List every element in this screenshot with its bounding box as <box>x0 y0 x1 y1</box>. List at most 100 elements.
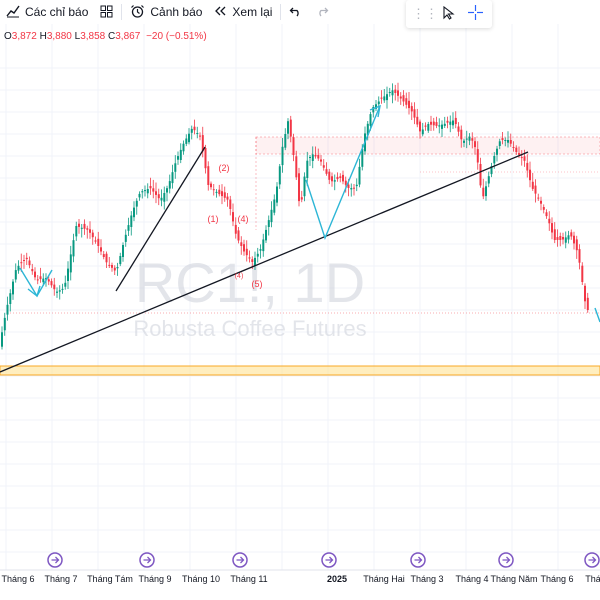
candle-body <box>149 186 152 189</box>
short-trendline[interactable] <box>115 146 206 292</box>
event-marker-icon[interactable] <box>321 552 337 568</box>
candle-body <box>287 121 289 134</box>
drag-handle-icon[interactable]: ⋮⋮ <box>412 6 438 21</box>
candle-body <box>311 154 314 161</box>
candle-body <box>413 109 416 118</box>
event-marker-icon[interactable] <box>47 552 63 568</box>
alarm-clock-icon <box>130 4 145 21</box>
event-marker-icon[interactable] <box>584 552 600 568</box>
event-marker-icon[interactable] <box>410 552 426 568</box>
candle-body <box>243 244 245 252</box>
wave-label-2: (2) <box>219 163 230 173</box>
wave-drawing[interactable] <box>19 104 600 323</box>
candle-body <box>232 212 234 222</box>
candle-body <box>199 135 201 137</box>
wave-label-1: (1) <box>208 214 219 224</box>
candle-body <box>526 162 529 171</box>
candle-body <box>111 265 113 268</box>
undo-button[interactable] <box>283 0 309 24</box>
candle-body <box>75 226 78 237</box>
replay-button[interactable]: Xem lại <box>208 0 278 24</box>
candle-body <box>509 140 512 144</box>
candle-body <box>479 164 482 186</box>
time-axis-label: Thá <box>585 574 600 584</box>
candle-body <box>168 181 171 189</box>
candle-body <box>545 212 548 217</box>
candle-body <box>586 297 589 310</box>
candle-body <box>215 191 218 193</box>
candle-body <box>512 147 515 148</box>
candle-body <box>267 220 270 227</box>
candle-body <box>328 171 331 180</box>
candle-body <box>292 137 295 155</box>
candle-body <box>410 106 413 112</box>
alert-label: Cảnh báo <box>150 5 203 19</box>
resistance-zone <box>255 136 600 155</box>
time-axis[interactable]: Tháng 6 Tháng 7 Tháng Tám Tháng 9 Tháng 10 Th… <box>1 574 600 584</box>
cursor-button[interactable] <box>438 5 460 23</box>
candle-body <box>256 253 259 257</box>
candle-body <box>61 288 64 290</box>
candle-body <box>342 174 344 182</box>
candle-body <box>515 147 518 152</box>
candle-body <box>388 92 391 93</box>
time-axis-label: Tháng 4 <box>455 574 488 584</box>
candle-body <box>157 194 160 199</box>
candle-body <box>361 149 364 167</box>
alert-button[interactable]: Cảnh báo <box>124 0 208 24</box>
event-markers[interactable] <box>47 552 600 568</box>
event-marker-icon[interactable] <box>232 552 248 568</box>
candle-body <box>174 163 177 172</box>
candle-body <box>177 156 179 160</box>
candle-body <box>138 193 141 198</box>
event-marker-icon[interactable] <box>498 552 514 568</box>
candle-body <box>325 169 328 174</box>
candle-body <box>375 104 377 109</box>
candle-body <box>309 157 311 158</box>
candle-body <box>518 153 520 155</box>
time-axis-label: Tháng Năm <box>490 574 537 584</box>
candle-body <box>424 125 427 127</box>
candle-body <box>377 101 380 105</box>
candle-body <box>141 191 144 193</box>
candle-body <box>402 95 405 102</box>
candle-body <box>471 138 474 141</box>
indicators-button[interactable]: Các chỉ báo <box>0 0 94 24</box>
candle-body <box>575 239 578 251</box>
candle-body <box>397 90 399 96</box>
candle-body <box>42 278 45 283</box>
bottom-panel-strip <box>0 590 600 600</box>
redo-button[interactable] <box>309 0 335 24</box>
candle-body <box>427 124 430 131</box>
candle-body <box>39 276 42 280</box>
candle-body <box>298 173 300 202</box>
candle-body <box>124 234 127 242</box>
candle-body <box>116 267 119 269</box>
time-axis-label: Tháng Hai <box>363 574 405 584</box>
templates-button[interactable] <box>94 0 119 24</box>
replay-label: Xem lại <box>232 5 273 19</box>
candle-body <box>581 265 584 282</box>
candle-body <box>190 128 193 133</box>
wave-label-4: (4) <box>235 273 244 280</box>
candle-body <box>476 149 479 163</box>
candle-body <box>556 237 559 240</box>
candle-body <box>248 257 251 259</box>
candle-body <box>221 191 223 197</box>
wave-label-3: (4) <box>238 214 249 224</box>
candle-body <box>333 180 336 182</box>
candle-body <box>559 236 562 240</box>
toolbar-separator <box>121 4 123 20</box>
candle-body <box>465 138 468 140</box>
time-axis-label: Tháng 7 <box>44 574 77 584</box>
candle-body <box>262 239 265 252</box>
candle-body <box>474 141 476 148</box>
main-trendline[interactable] <box>0 151 529 373</box>
candle-body <box>163 193 166 202</box>
candle-body <box>182 143 185 152</box>
event-marker-icon[interactable] <box>139 552 155 568</box>
crosshair-button[interactable] <box>464 5 486 23</box>
candle-body <box>416 116 419 125</box>
candle-body <box>28 260 31 266</box>
